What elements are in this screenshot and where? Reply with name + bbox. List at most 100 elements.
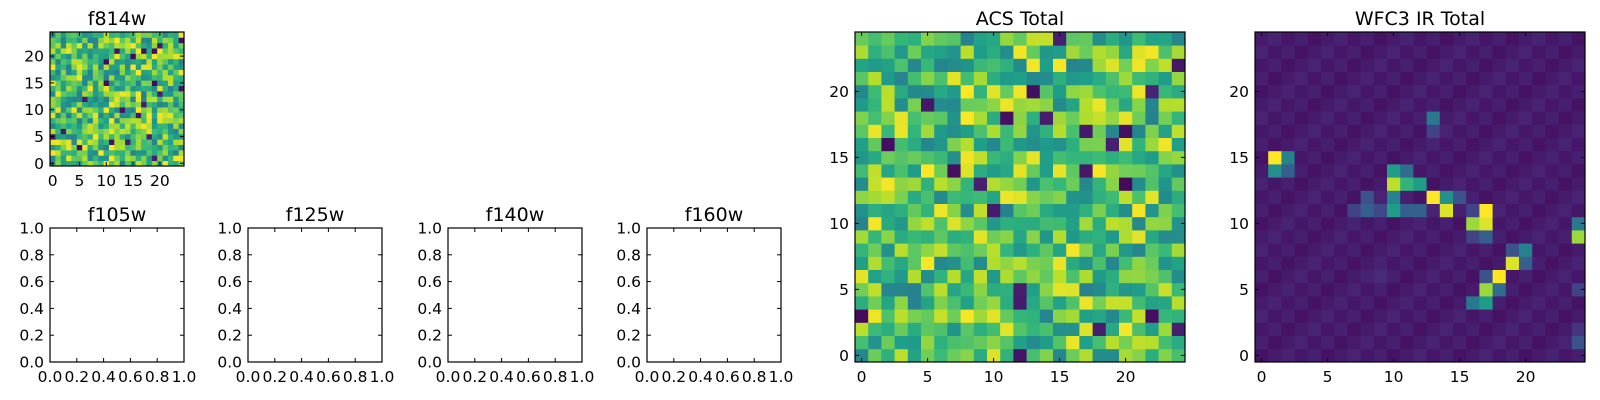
heatmap-cell [973, 137, 988, 152]
heatmap-cell [987, 137, 1001, 152]
heatmap-cell [1532, 45, 1546, 59]
heatmap-cell [1558, 58, 1573, 72]
heatmap-cell [173, 139, 180, 145]
heatmap-cell [157, 96, 163, 103]
heatmap-cell [1492, 58, 1507, 72]
heatmap-cell [1255, 203, 1269, 218]
heatmap-cell [921, 164, 935, 178]
heatmap-cell [1466, 282, 1480, 297]
x-tick-label: 0.8 [343, 368, 368, 386]
heatmap-cell [1334, 348, 1348, 363]
heatmap-cell [1334, 137, 1348, 152]
heatmap-cell [934, 216, 948, 231]
heatmap-cell [1105, 71, 1120, 86]
heatmap-cell [151, 96, 158, 103]
heatmap-cell [119, 58, 126, 65]
panel-f160w: f160w 0.0 0.2 0.4 0.6 0.8 1.00.00.20.40.60.81… [616, 204, 793, 386]
heatmap-cell [1281, 203, 1295, 218]
heatmap-cell [1545, 296, 1559, 310]
y-tick-label: 5 [1239, 281, 1249, 299]
heatmap-cell [1026, 296, 1041, 310]
heatmap-cell [1053, 164, 1067, 178]
heatmap-cell [66, 160, 72, 167]
x-tick-label: 0.6 [715, 368, 740, 386]
heatmap-cell [1119, 348, 1133, 363]
y-tick-label: 0.0 [217, 354, 242, 372]
heatmap-cell [1066, 282, 1080, 297]
heatmap-cell [60, 160, 67, 167]
heatmap-cell [1066, 203, 1080, 218]
heatmap-cell [1373, 216, 1388, 231]
heatmap-cell [1387, 216, 1401, 231]
heatmap-cell [1532, 269, 1546, 284]
heatmap-cell [82, 149, 88, 156]
heatmap-cell [178, 64, 185, 70]
heatmap-cell [1039, 137, 1054, 152]
heatmap-cell [146, 69, 153, 76]
heatmap-cell [1026, 256, 1041, 270]
heatmap-cell [66, 53, 72, 60]
heatmap-cell [1281, 243, 1295, 257]
heatmap-cell [55, 155, 62, 162]
heatmap-cell [907, 124, 922, 138]
heatmap-cell [1558, 32, 1573, 46]
heatmap-cell [1400, 124, 1414, 138]
x-tick-label: 10 [96, 172, 116, 190]
heatmap-cell [103, 37, 110, 44]
heatmap-cell [103, 69, 110, 76]
heatmap-cell [1373, 150, 1388, 165]
heatmap-cell [157, 112, 163, 119]
heatmap-cell [76, 107, 83, 113]
heatmap-cell [894, 269, 909, 284]
heatmap-cell [1439, 190, 1454, 204]
heatmap-cell [1013, 150, 1027, 165]
heatmap-cell [173, 117, 180, 124]
heatmap-cell [1255, 296, 1269, 310]
heatmap-cell [55, 149, 62, 156]
heatmap-cell [1066, 164, 1080, 178]
heatmap-cell [146, 64, 153, 70]
heatmap-cell [1479, 164, 1493, 178]
heatmap-cell [1039, 32, 1054, 46]
heatmap-cell [151, 64, 158, 70]
heatmap-cell [1000, 348, 1014, 363]
heatmap-cell [934, 230, 948, 244]
heatmap-cell [108, 133, 115, 140]
heatmap-cell [855, 164, 869, 178]
heatmap-cell [855, 32, 869, 46]
heatmap-cell [907, 296, 922, 310]
heatmap-cell [1505, 335, 1520, 350]
heatmap-cell [125, 58, 131, 65]
heatmap-cell [1545, 137, 1559, 152]
heatmap-cell [1079, 269, 1093, 284]
heatmap-cell [1413, 124, 1427, 138]
heatmap-cell [987, 322, 1001, 336]
heatmap-cell [1105, 296, 1120, 310]
heatmap-cell [60, 58, 67, 65]
heatmap-cell [1545, 335, 1559, 350]
heatmap-cell [960, 296, 975, 310]
heatmap-cell [1360, 348, 1375, 363]
heatmap-cell [1039, 256, 1054, 270]
heatmap-cell [1105, 216, 1120, 231]
y-tick-label: 15 [1229, 149, 1249, 167]
heatmap-cell [960, 216, 975, 231]
heatmap-cell [130, 149, 137, 156]
heatmap-cell [1479, 216, 1493, 231]
heatmap-cell [1505, 71, 1520, 86]
heatmap-cell [881, 124, 895, 138]
heatmap-cell [92, 90, 99, 97]
heatmap-cell [1373, 164, 1388, 178]
heatmap-cell [1307, 296, 1322, 310]
heatmap-cell [907, 348, 922, 363]
heatmap-cell [921, 58, 935, 72]
heatmap-cell [1373, 322, 1388, 336]
heatmap-cell [1158, 282, 1173, 297]
x-tick-label: 1.0 [769, 368, 794, 386]
heatmap-cell [1545, 309, 1559, 323]
heatmap-cell [157, 155, 163, 162]
heatmap-cell [1387, 124, 1401, 138]
heatmap-cell [1079, 84, 1093, 99]
